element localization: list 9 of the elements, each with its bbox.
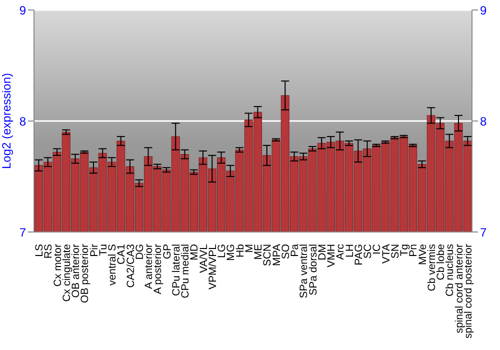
y2-tick-label: 8 [480,114,487,128]
y2-tick-label: 7 [480,225,487,240]
x-tick-label: Cx cingulate [60,244,73,302]
y2-tick-label: 9 [480,3,487,18]
y-tick-label: 7 [19,225,26,240]
y-tick-label: 8 [19,114,26,128]
y-axis-title: Log2 (expression) [0,72,14,170]
y-tick-label: 9 [19,3,26,18]
x-tick-label: RS [42,244,55,259]
